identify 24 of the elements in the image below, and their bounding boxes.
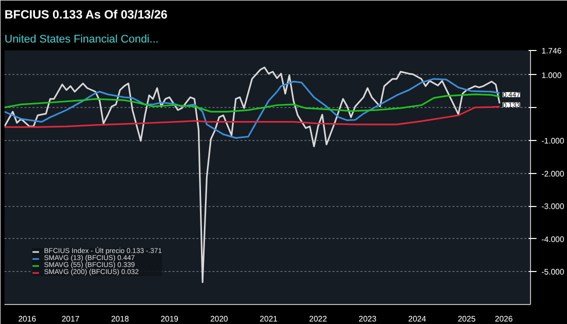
line-series [4,106,500,128]
y-tick-label: -2.000 [542,169,565,178]
x-tick-label: 2019 [160,314,179,324]
y-tick-label: -5.000 [542,268,565,277]
x-tick-label: 2021 [260,314,278,324]
line-series [4,94,500,112]
line-series [4,78,500,139]
y-tick-label: 1.746 [542,46,562,56]
x-tick-label: 2024 [408,314,427,324]
chart-subtitle: United States Financial Condi... [4,34,159,46]
x-tick-label: 2020 [210,314,229,324]
x-tick-label: 2022 [309,314,328,324]
line-series [4,66,500,283]
x-tick-label: 2018 [111,314,130,324]
x-tick-label: 2026 [494,314,514,324]
chart-title: BFCIUS 0.133 As Of 03/13/26 [4,8,168,22]
x-tick-label: 2017 [62,314,80,324]
y-tick-label: -3.000 [542,202,565,212]
y-tick-label: -4.000 [542,234,565,244]
x-tick-label: 2016 [18,314,37,324]
y-tick-label: 1.000 [542,70,562,80]
x-tick-label: 2025 [458,314,476,324]
x-tick-label: 2023 [358,314,377,324]
y-tick-label: -1.000 [542,136,565,146]
